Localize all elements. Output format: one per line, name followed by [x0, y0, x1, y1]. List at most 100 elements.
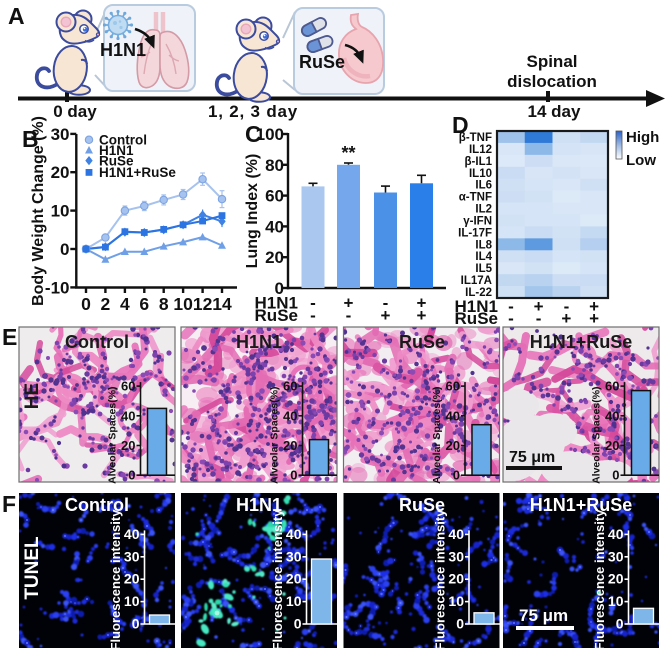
svg-text:40: 40 [121, 408, 135, 423]
svg-text:IL17A: IL17A [461, 275, 492, 287]
svg-text:30: 30 [124, 548, 140, 564]
svg-text:RuSe: RuSe [399, 332, 445, 352]
svg-text:75 μm: 75 μm [519, 606, 568, 625]
svg-text:IL12: IL12 [469, 144, 492, 156]
svg-text:Alveolar Spaces(%): Alveolar Spaces(%) [431, 386, 443, 483]
svg-text:RuSe: RuSe [299, 52, 345, 72]
svg-text:IL6: IL6 [475, 180, 492, 192]
svg-text:0: 0 [60, 240, 69, 259]
svg-text:60: 60 [446, 379, 460, 394]
svg-text:0: 0 [81, 294, 91, 314]
svg-text:40: 40 [124, 526, 140, 542]
svg-text:IL5: IL5 [475, 263, 492, 275]
svg-text:Spinal: Spinal [526, 52, 577, 71]
svg-text:Low: Low [626, 152, 656, 169]
svg-text:RuSe: RuSe [255, 306, 298, 325]
svg-text:60: 60 [605, 379, 619, 394]
svg-text:dislocation: dislocation [507, 72, 597, 91]
svg-text:20: 20 [448, 571, 464, 587]
svg-text:6: 6 [139, 294, 149, 314]
svg-text:β-TNF: β-TNF [459, 132, 492, 144]
svg-text:10: 10 [51, 202, 70, 221]
svg-text:E: E [2, 324, 17, 350]
svg-text:0: 0 [612, 468, 619, 483]
svg-text:-10: -10 [45, 278, 70, 297]
svg-text:Alveolar Spaces(%): Alveolar Spaces(%) [269, 386, 281, 483]
svg-text:+: + [417, 306, 427, 325]
svg-text:1, 2, 3 day: 1, 2, 3 day [208, 102, 298, 121]
svg-text:A: A [8, 3, 25, 29]
svg-text:0: 0 [616, 616, 624, 632]
svg-text:0: 0 [290, 468, 297, 483]
svg-text:H1N1+RuSe: H1N1+RuSe [530, 332, 633, 352]
svg-text:20: 20 [265, 248, 284, 267]
svg-text:8: 8 [159, 294, 169, 314]
svg-text:14: 14 [212, 294, 232, 314]
svg-text:0 day: 0 day [53, 102, 97, 121]
svg-text:RuSe: RuSe [455, 309, 498, 328]
svg-text:2: 2 [101, 294, 111, 314]
svg-text:β-IL1: β-IL1 [465, 156, 493, 168]
svg-text:-: - [310, 306, 316, 325]
svg-text:IL2: IL2 [475, 204, 492, 216]
svg-text:20: 20 [608, 571, 624, 587]
svg-text:12: 12 [193, 294, 213, 314]
svg-text:10: 10 [608, 593, 624, 609]
svg-text:0: 0 [294, 616, 302, 632]
svg-text:20: 20 [121, 438, 135, 453]
svg-text:60: 60 [265, 187, 284, 206]
svg-text:0: 0 [456, 616, 464, 632]
svg-text:14 day: 14 day [528, 102, 581, 121]
svg-text:40: 40 [608, 526, 624, 542]
svg-text:TUNEL: TUNEL [22, 536, 43, 600]
svg-text:High: High [626, 129, 659, 146]
svg-text:30: 30 [286, 548, 302, 564]
svg-text:H1N1+RuSe: H1N1+RuSe [530, 495, 633, 515]
svg-text:-: - [508, 309, 514, 328]
svg-text:60: 60 [283, 379, 297, 394]
svg-text:10: 10 [448, 593, 464, 609]
svg-text:Alveolar Spaces(%): Alveolar Spaces(%) [591, 386, 603, 483]
svg-text:H1N1+RuSe: H1N1+RuSe [99, 165, 176, 180]
svg-text:30: 30 [51, 125, 70, 144]
svg-text:20: 20 [124, 571, 140, 587]
svg-text:20: 20 [51, 163, 70, 182]
svg-text:Fluorescence intensity: Fluorescence intensity [592, 509, 607, 651]
svg-text:20: 20 [286, 571, 302, 587]
svg-text:40: 40 [283, 408, 297, 423]
svg-text:H1N1: H1N1 [100, 40, 146, 60]
svg-text:IL8: IL8 [475, 239, 492, 251]
svg-text:+: + [589, 309, 599, 328]
svg-text:100: 100 [256, 125, 284, 144]
svg-text:20: 20 [446, 438, 460, 453]
svg-text:40: 40 [446, 408, 460, 423]
svg-text:-: - [346, 306, 352, 325]
svg-text:75 μm: 75 μm [509, 449, 555, 466]
svg-text:0: 0 [128, 468, 135, 483]
svg-text:40: 40 [286, 526, 302, 542]
svg-text:4: 4 [120, 294, 130, 314]
svg-text:20: 20 [605, 438, 619, 453]
svg-text:30: 30 [448, 548, 464, 564]
svg-text:+: + [561, 309, 571, 328]
svg-text:30: 30 [608, 548, 624, 564]
svg-text:H1N1: H1N1 [236, 332, 282, 352]
svg-text:Alveolar Spaces(%): Alveolar Spaces(%) [107, 386, 119, 483]
svg-text:10: 10 [124, 593, 140, 609]
svg-text:α-TNF: α-TNF [459, 192, 492, 204]
svg-text:Fluorescence intensity: Fluorescence intensity [270, 509, 285, 651]
svg-text:HE: HE [22, 383, 43, 409]
svg-text:80: 80 [265, 156, 284, 175]
svg-text:+: + [381, 306, 391, 325]
svg-text:40: 40 [605, 408, 619, 423]
svg-text:20: 20 [283, 438, 297, 453]
svg-text:40: 40 [265, 217, 284, 236]
svg-text:Fluorescence intensity: Fluorescence intensity [433, 509, 448, 651]
svg-text:IL10: IL10 [469, 168, 492, 180]
svg-text:-: - [536, 309, 542, 328]
svg-text:IL-17F: IL-17F [458, 227, 492, 239]
svg-text:Lung Index (%): Lung Index (%) [244, 154, 261, 269]
svg-text:F: F [2, 491, 16, 517]
svg-text:**: ** [341, 143, 355, 163]
svg-text:0: 0 [453, 468, 460, 483]
